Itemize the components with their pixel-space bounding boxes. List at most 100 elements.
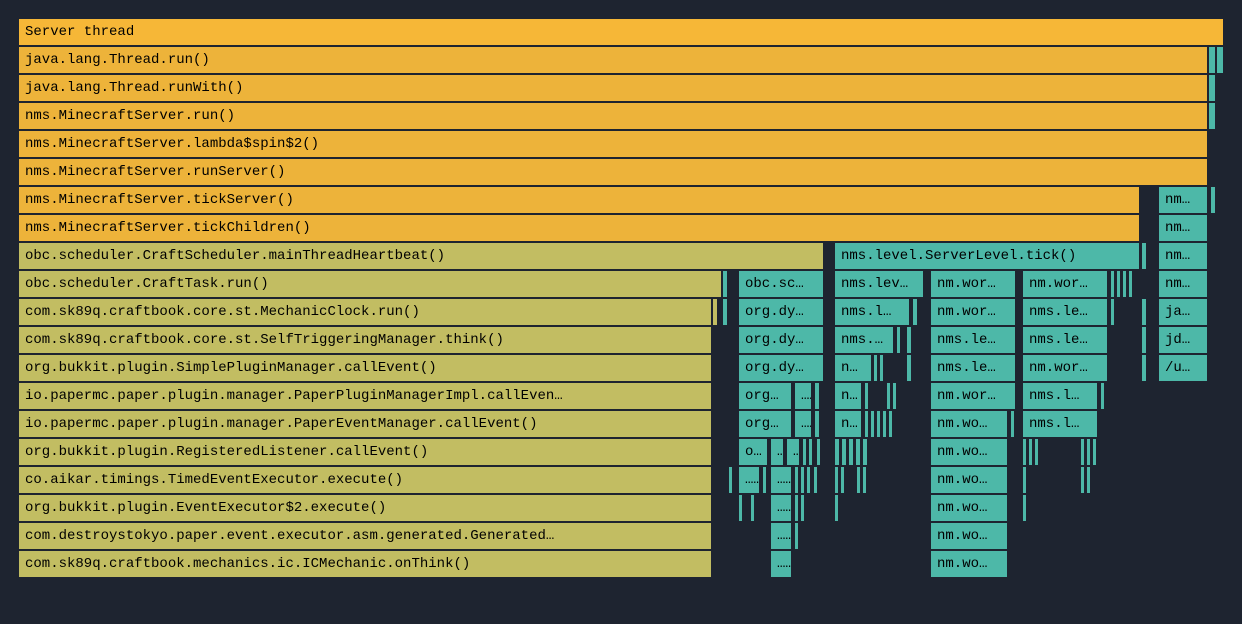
flame-frame[interactable] — [738, 494, 743, 522]
flame-frame[interactable]: com.sk89q.craftbook.mechanics.ic.ICMecha… — [18, 550, 712, 578]
flame-frame[interactable] — [906, 354, 912, 382]
flame-frame[interactable] — [1110, 298, 1115, 326]
flame-frame[interactable] — [802, 438, 807, 466]
flame-frame[interactable] — [794, 522, 799, 550]
flame-frame[interactable] — [1110, 270, 1115, 298]
flame-frame[interactable] — [906, 326, 912, 354]
flame-frame[interactable]: obc.scheduler.CraftScheduler.mainThreadH… — [18, 242, 824, 270]
flame-frame[interactable]: o… — [738, 438, 768, 466]
flame-frame[interactable]: nms.MinecraftServer.run() — [18, 102, 1208, 130]
flame-frame[interactable]: n… — [834, 410, 862, 438]
flame-frame[interactable] — [1100, 382, 1105, 410]
flame-frame[interactable] — [1010, 410, 1015, 438]
flame-frame[interactable]: nm.wo… — [930, 550, 1008, 578]
flame-frame[interactable] — [855, 438, 861, 466]
flame-frame[interactable]: nms.l… — [1022, 382, 1098, 410]
flame-frame[interactable] — [814, 382, 820, 410]
flame-frame[interactable] — [841, 438, 847, 466]
flame-frame[interactable]: nm.wo… — [930, 522, 1008, 550]
flame-frame[interactable]: … — [770, 494, 792, 522]
flame-frame[interactable] — [1208, 74, 1216, 102]
flame-frame[interactable] — [879, 354, 884, 382]
flame-frame[interactable]: obc.sc… — [738, 270, 824, 298]
flame-frame[interactable]: … — [770, 438, 784, 466]
flame-frame[interactable] — [873, 354, 878, 382]
flame-frame[interactable] — [864, 382, 869, 410]
flame-frame[interactable] — [888, 410, 893, 438]
flame-frame[interactable]: … — [770, 466, 792, 494]
flame-frame[interactable]: nms.l… — [834, 298, 910, 326]
flame-frame[interactable]: nm… — [1158, 242, 1208, 270]
flame-frame[interactable] — [1141, 354, 1147, 382]
flame-frame[interactable]: … — [786, 438, 800, 466]
flame-frame[interactable]: nm.wo… — [930, 494, 1008, 522]
flame-frame[interactable]: nm.wor… — [930, 382, 1016, 410]
flame-frame[interactable] — [728, 466, 733, 494]
flame-frame[interactable] — [1141, 326, 1147, 354]
flame-frame[interactable]: org… — [738, 382, 792, 410]
flame-frame[interactable]: nms.l… — [1022, 410, 1098, 438]
flame-frame[interactable]: java.lang.Thread.run() — [18, 46, 1208, 74]
flame-frame[interactable] — [848, 438, 854, 466]
flame-frame[interactable]: … — [770, 522, 792, 550]
flame-frame[interactable] — [813, 466, 818, 494]
flame-frame[interactable]: nms.level.ServerLevel.tick() — [834, 242, 1140, 270]
flame-frame[interactable] — [1028, 438, 1033, 466]
flame-frame[interactable]: … — [770, 550, 792, 578]
flame-frame[interactable]: nm.wor… — [1022, 354, 1108, 382]
flame-frame[interactable] — [814, 410, 820, 438]
flame-frame[interactable]: io.papermc.paper.plugin.manager.PaperEve… — [18, 410, 712, 438]
flame-frame[interactable] — [834, 494, 839, 522]
flame-frame[interactable] — [1208, 102, 1216, 130]
flame-frame[interactable]: com.sk89q.craftbook.core.st.MechanicCloc… — [18, 298, 712, 326]
flame-frame[interactable]: io.papermc.paper.plugin.manager.PaperPlu… — [18, 382, 712, 410]
flame-frame[interactable]: nm.wor… — [930, 298, 1016, 326]
flame-frame[interactable] — [762, 466, 767, 494]
flame-frame[interactable] — [1080, 438, 1085, 466]
flame-frame[interactable] — [800, 494, 805, 522]
flame-frame[interactable]: nms.MinecraftServer.lambda$spin$2() — [18, 130, 1208, 158]
flame-frame[interactable] — [876, 410, 881, 438]
flame-frame[interactable] — [834, 438, 840, 466]
flame-frame[interactable] — [1141, 242, 1147, 270]
flame-frame[interactable] — [1034, 438, 1039, 466]
flame-frame[interactable]: org.dy… — [738, 354, 824, 382]
flame-frame[interactable] — [856, 466, 861, 494]
flame-frame[interactable] — [1022, 494, 1027, 522]
flame-frame[interactable] — [750, 494, 755, 522]
flame-frame[interactable]: nms.le… — [1022, 298, 1108, 326]
flame-frame[interactable]: nm.wo… — [930, 410, 1008, 438]
flame-frame[interactable] — [1210, 186, 1216, 214]
flame-frame[interactable]: org… — [738, 410, 792, 438]
flame-frame[interactable]: ja… — [1158, 298, 1208, 326]
flame-frame[interactable] — [1216, 46, 1224, 74]
flame-frame[interactable]: nm.wo… — [930, 466, 1008, 494]
flame-frame[interactable]: java.lang.Thread.runWith() — [18, 74, 1208, 102]
flame-frame[interactable]: nm.wor… — [930, 270, 1016, 298]
flame-frame[interactable] — [1086, 466, 1091, 494]
flame-frame[interactable]: nms.MinecraftServer.tickServer() — [18, 186, 1140, 214]
flame-frame[interactable]: nm… — [834, 354, 872, 382]
flame-frame[interactable]: nm… — [1158, 186, 1208, 214]
flame-frame[interactable] — [1141, 298, 1147, 326]
flame-frame[interactable]: org.bukkit.plugin.EventExecutor$2.execut… — [18, 494, 712, 522]
flame-frame[interactable]: obc.scheduler.CraftTask.run() — [18, 270, 722, 298]
flame-frame[interactable] — [1092, 438, 1097, 466]
flame-frame[interactable] — [1128, 270, 1133, 298]
flame-frame[interactable]: nms.le… — [930, 354, 1016, 382]
flame-frame[interactable]: nm… — [1158, 214, 1208, 242]
flame-frame[interactable]: nms.le… — [930, 326, 1016, 354]
flame-frame[interactable]: nms.lev… — [834, 270, 924, 298]
flame-frame[interactable]: org.bukkit.plugin.RegisteredListener.cal… — [18, 438, 712, 466]
flame-frame[interactable]: co.aikar.timings.TimedEventExecutor.exec… — [18, 466, 712, 494]
flame-frame[interactable]: org.bukkit.plugin.SimplePluginManager.ca… — [18, 354, 712, 382]
flame-frame[interactable]: nms.… — [834, 326, 894, 354]
flame-frame[interactable] — [912, 298, 918, 326]
flame-frame[interactable] — [1080, 466, 1085, 494]
flame-frame[interactable] — [806, 466, 811, 494]
flame-frame[interactable] — [834, 466, 839, 494]
flame-frame[interactable]: nm.wor… — [1022, 270, 1108, 298]
flame-frame[interactable] — [886, 382, 891, 410]
flame-frame[interactable] — [1116, 270, 1121, 298]
flame-frame[interactable]: nms.MinecraftServer.tickChildren() — [18, 214, 1140, 242]
